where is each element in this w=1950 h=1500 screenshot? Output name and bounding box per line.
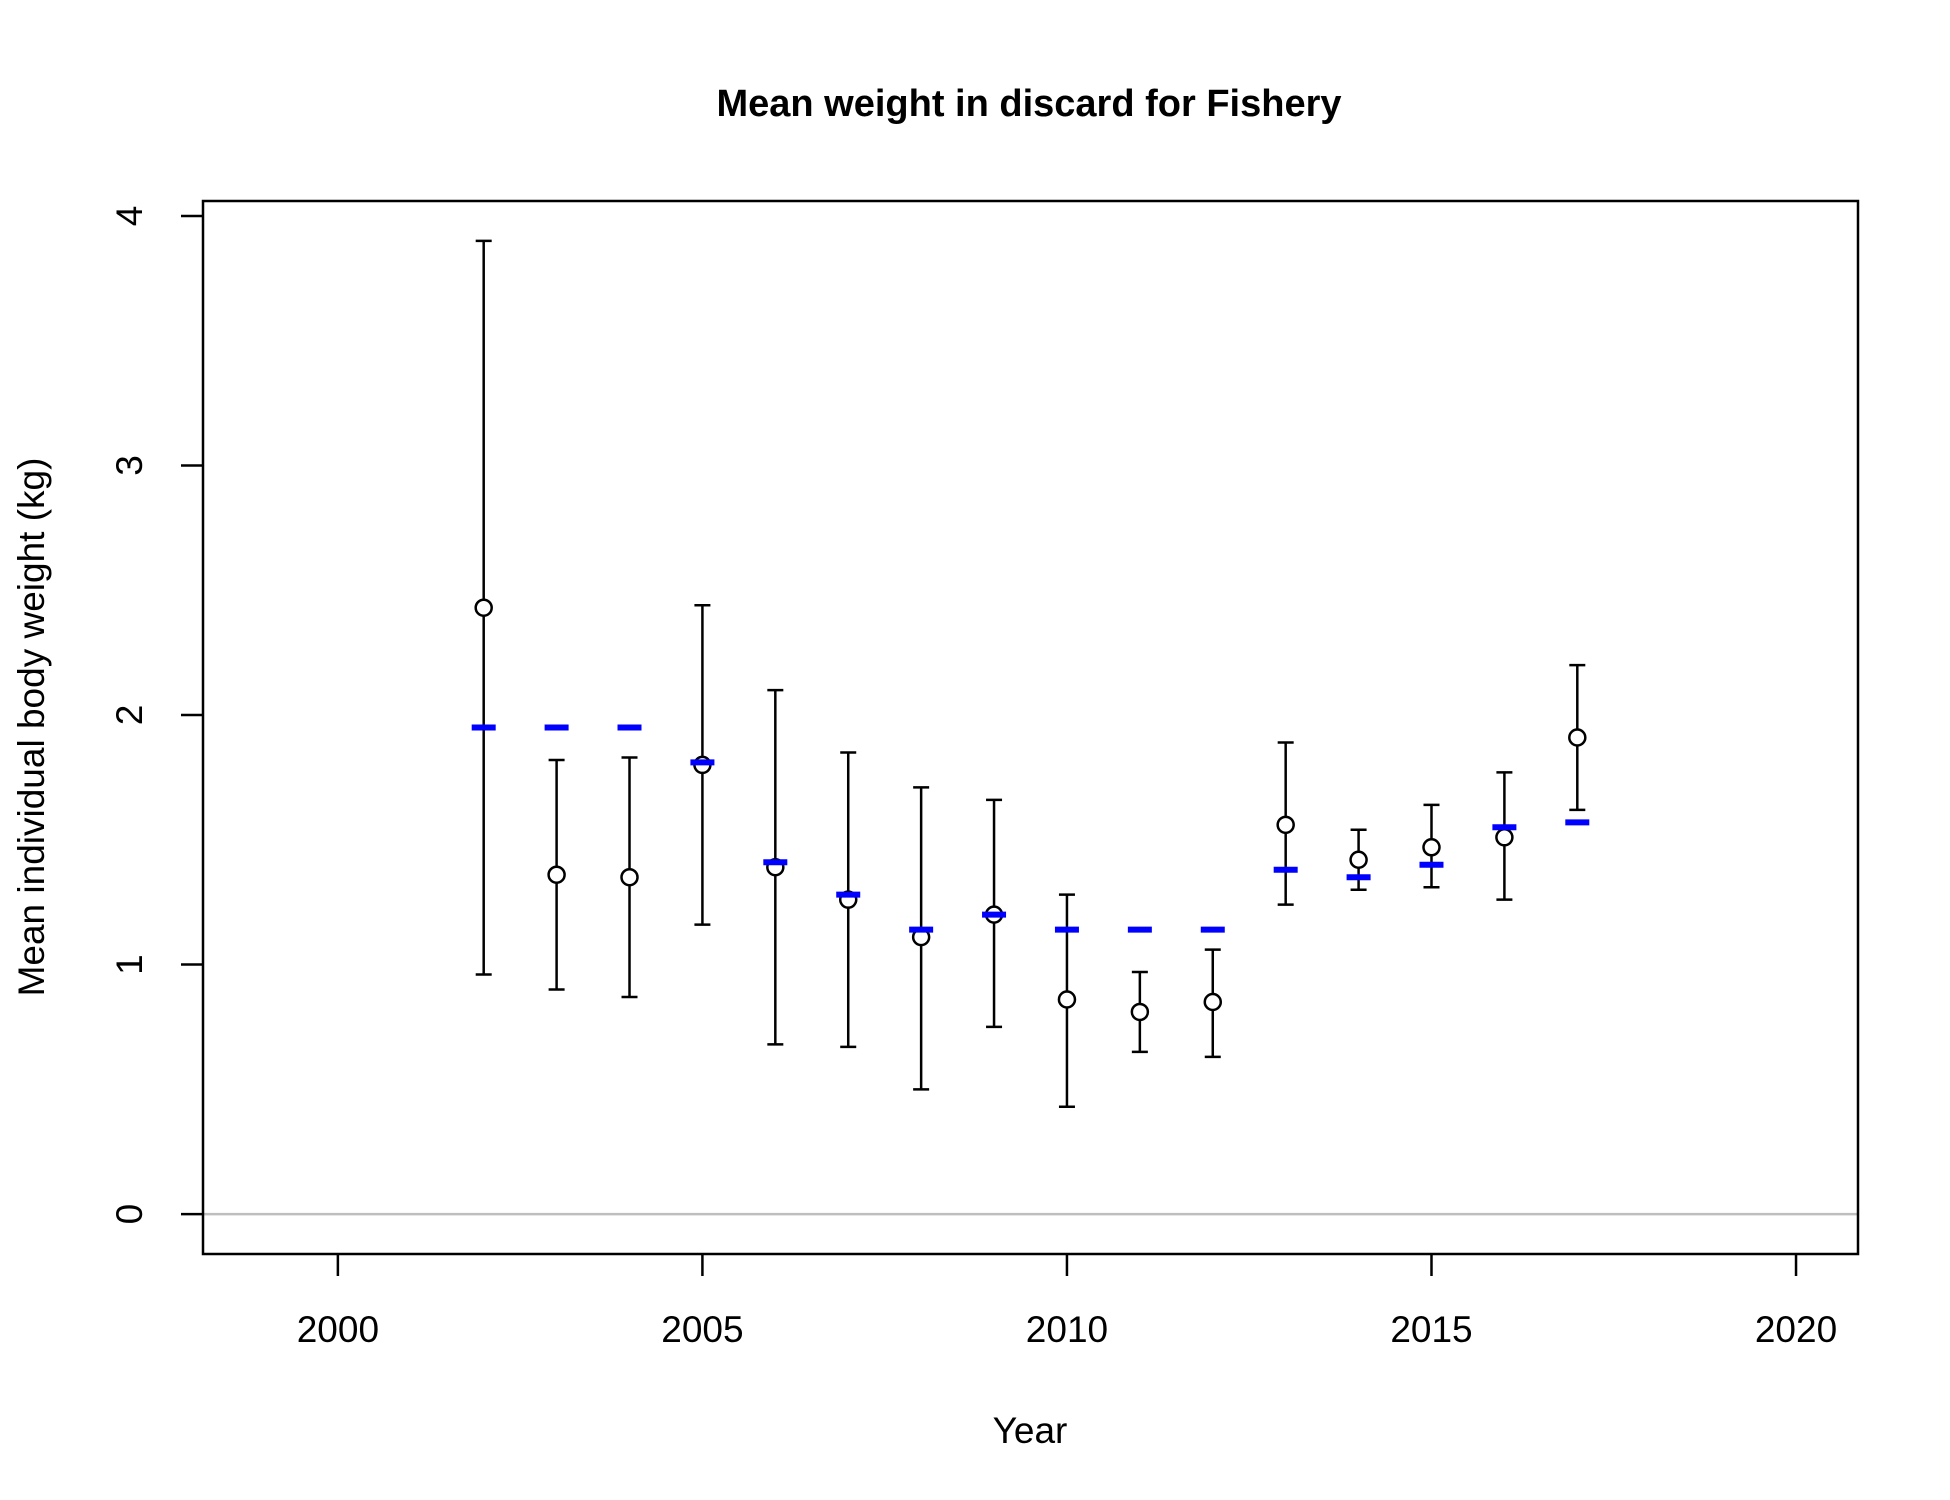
observed-point-2017 [1568, 728, 1587, 747]
plot-frame [201, 199, 1860, 1256]
observed-point-2002 [474, 598, 493, 617]
x-tick-label-2000: 2000 [297, 1309, 379, 1350]
x-axis-label: Year [993, 1410, 1068, 1451]
x-tick-label-2015: 2015 [1390, 1309, 1472, 1350]
observed-point-2016 [1495, 828, 1514, 847]
observed-point-2014 [1349, 850, 1368, 869]
observed-point-2004 [620, 867, 639, 887]
chart-title: Mean weight in discard for Fishery [716, 83, 1341, 125]
y-axis-label: Mean individual body weight (kg) [11, 458, 52, 997]
observed-point-2015 [1422, 838, 1441, 857]
x-tick-label-2010: 2010 [1026, 1309, 1108, 1350]
x-tick-label-2005: 2005 [661, 1309, 743, 1350]
observed-point-2012 [1203, 992, 1223, 1012]
observed-point-2011 [1130, 1002, 1150, 1022]
y-tick-label-3: 3 [109, 455, 150, 476]
y-tick-label-2: 2 [109, 705, 150, 726]
observed-point-2003 [547, 865, 566, 884]
observed-point-2013 [1276, 815, 1295, 835]
plot-area [203, 239, 1858, 1216]
y-tick-label-1: 1 [109, 954, 150, 975]
x-tick-label-2020: 2020 [1755, 1309, 1837, 1350]
y-tick-label-4: 4 [109, 206, 150, 227]
y-axis: 0 1 2 3 4 [109, 206, 203, 1225]
observed-point-2010 [1057, 990, 1077, 1009]
y-tick-label-0: 0 [109, 1204, 150, 1225]
x-axis: 2000 2005 2010 2015 2020 [297, 1254, 1837, 1350]
